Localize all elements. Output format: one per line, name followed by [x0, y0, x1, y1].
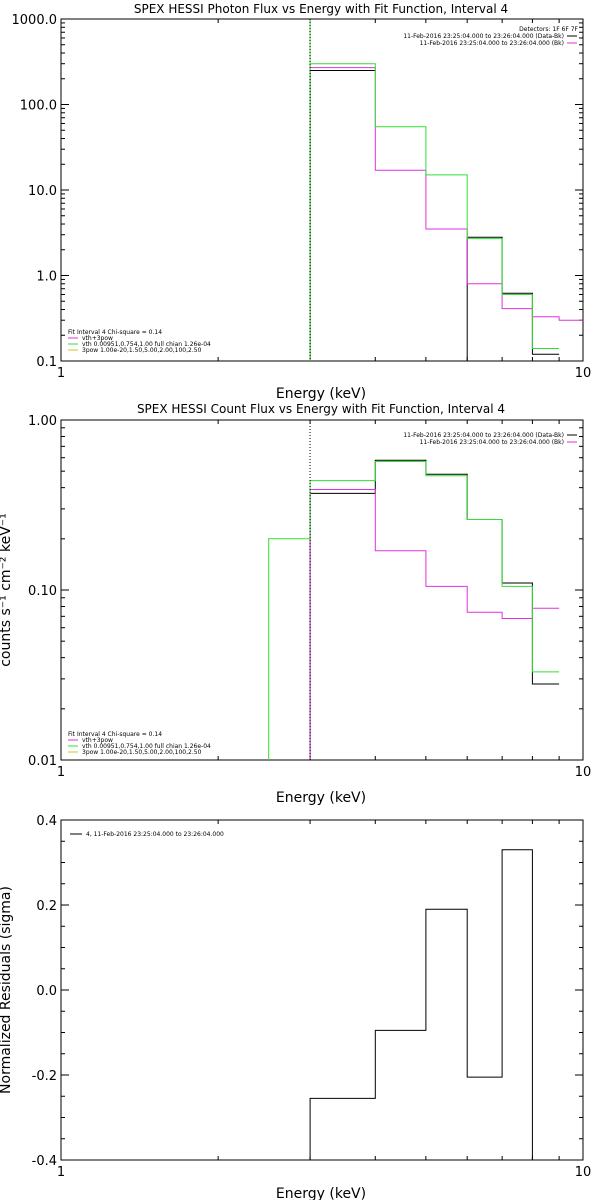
- count-flux-legend-left: Fit Interval 4 Chi-square = 0.14 vth+3po…: [68, 731, 211, 756]
- count-series-2-steps: [268, 461, 560, 760]
- residual-y-tick-label: -0.4: [32, 1154, 57, 1169]
- photon-fit-vth3pow-text: vth+3pow: [82, 335, 113, 342]
- count-fit-interval-text: Fit Interval 4 Chi-square = 0.14: [68, 731, 162, 738]
- count-fit-vth3pow-text: vth+3pow: [82, 737, 113, 744]
- photon-legend-data-bk: 11-Feb-2016 23:25:04.000 to 23:26:04.000…: [403, 33, 564, 40]
- photon-y-tick-label: 0.1: [36, 355, 57, 370]
- residual-x-tick-label: 10: [575, 1165, 592, 1180]
- residual-x-tick-label: 1: [57, 1165, 65, 1180]
- photon-x-tick-label: 1: [57, 366, 65, 381]
- photon-fit-vth-text: vth 0.00951,0.754,1.00 full chian 1.26e-…: [82, 341, 211, 348]
- photon-flux-panel: SPEX HESSI Photon Flux vs Energy with Fi…: [12, 2, 592, 402]
- photon-series-1-steps: [309, 67, 583, 361]
- count-fit-vth-text: vth 0.00951,0.754,1.00 full chian 1.26e-…: [82, 743, 211, 750]
- photon-flux-legend-left: Fit Interval 4 Chi-square = 0.14 vth+3po…: [68, 329, 211, 354]
- residuals-panel: Energy (keV) Normalized Residuals (sigma…: [0, 814, 591, 1200]
- residuals-xlabel: Energy (keV): [276, 1186, 366, 1200]
- count-legend-data-bk: 11-Feb-2016 23:25:04.000 to 23:26:04.000…: [403, 432, 564, 439]
- count-y-tick-label: 0.01: [28, 754, 57, 769]
- photon-flux-title: SPEX HESSI Photon Flux vs Energy with Fi…: [134, 2, 508, 16]
- count-flux-panel: SPEX HESSI Count Flux vs Energy with Fit…: [0, 402, 591, 806]
- count-y-tick-label: 0.10: [28, 584, 57, 599]
- photon-fit-3pow-text: 3pow 1.00e-20,1.50,5.00,2.00,100,2.50: [82, 347, 202, 354]
- count-flux-xlabel: Energy (keV): [276, 790, 366, 806]
- count-y-tick-label: 1.00: [28, 414, 57, 429]
- residual-y-tick-label: 0.4: [36, 814, 57, 829]
- photon-series-0-steps: [309, 70, 560, 361]
- photon-flux-xlabel: Energy (keV): [276, 386, 366, 402]
- residuals-ylabel: Normalized Residuals (sigma): [0, 886, 14, 1094]
- count-series-0-steps: [309, 459, 560, 760]
- residual-series-0-steps: [309, 849, 560, 1161]
- photon-series-2-steps: [309, 63, 560, 361]
- count-series-1-steps: [309, 489, 560, 760]
- count-legend-bk: 11-Feb-2016 23:25:04.000 to 23:26:04.000…: [420, 439, 564, 446]
- photon-y-tick-label: 10.0: [28, 184, 57, 199]
- count-flux-ylabel: counts s⁻¹ cm⁻² keV⁻¹: [0, 513, 14, 667]
- photon-y-tick-label: 1000.0: [12, 13, 58, 28]
- photon-y-tick-label: 100.0: [20, 99, 57, 114]
- residual-y-tick-label: -0.2: [32, 1069, 57, 1084]
- photon-legend-bk: 11-Feb-2016 23:25:04.000 to 23:26:04.000…: [420, 40, 564, 47]
- count-x-tick-label: 1: [57, 765, 65, 780]
- count-flux-plot-frame: [60, 419, 584, 761]
- photon-legend-detectors: Detectors: 1F 6F 7F: [519, 26, 578, 33]
- photon-fit-interval-text: Fit Interval 4 Chi-square = 0.14: [68, 329, 162, 336]
- photon-x-tick-label: 10: [575, 366, 592, 381]
- count-fit-3pow-text: 3pow 1.00e-20,1.50,5.00,2.00,100,2.50: [82, 749, 202, 756]
- count-x-tick-label: 10: [575, 765, 592, 780]
- photon-y-tick-label: 1.0: [36, 270, 57, 285]
- count-flux-legend-right: 11-Feb-2016 23:25:04.000 to 23:26:04.000…: [403, 432, 577, 446]
- count-flux-title: SPEX HESSI Count Flux vs Energy with Fit…: [137, 402, 505, 416]
- residuals-plot-frame: [60, 819, 584, 1161]
- residual-y-tick-label: 0.0: [36, 984, 57, 999]
- residuals-legend-text: 4, 11-Feb-2016 23:25:04.000 to 23:26:04.…: [86, 831, 224, 838]
- photon-flux-legend-right: Detectors: 1F 6F 7F 11-Feb-2016 23:25:04…: [403, 26, 578, 47]
- residual-y-tick-label: 0.2: [36, 899, 57, 914]
